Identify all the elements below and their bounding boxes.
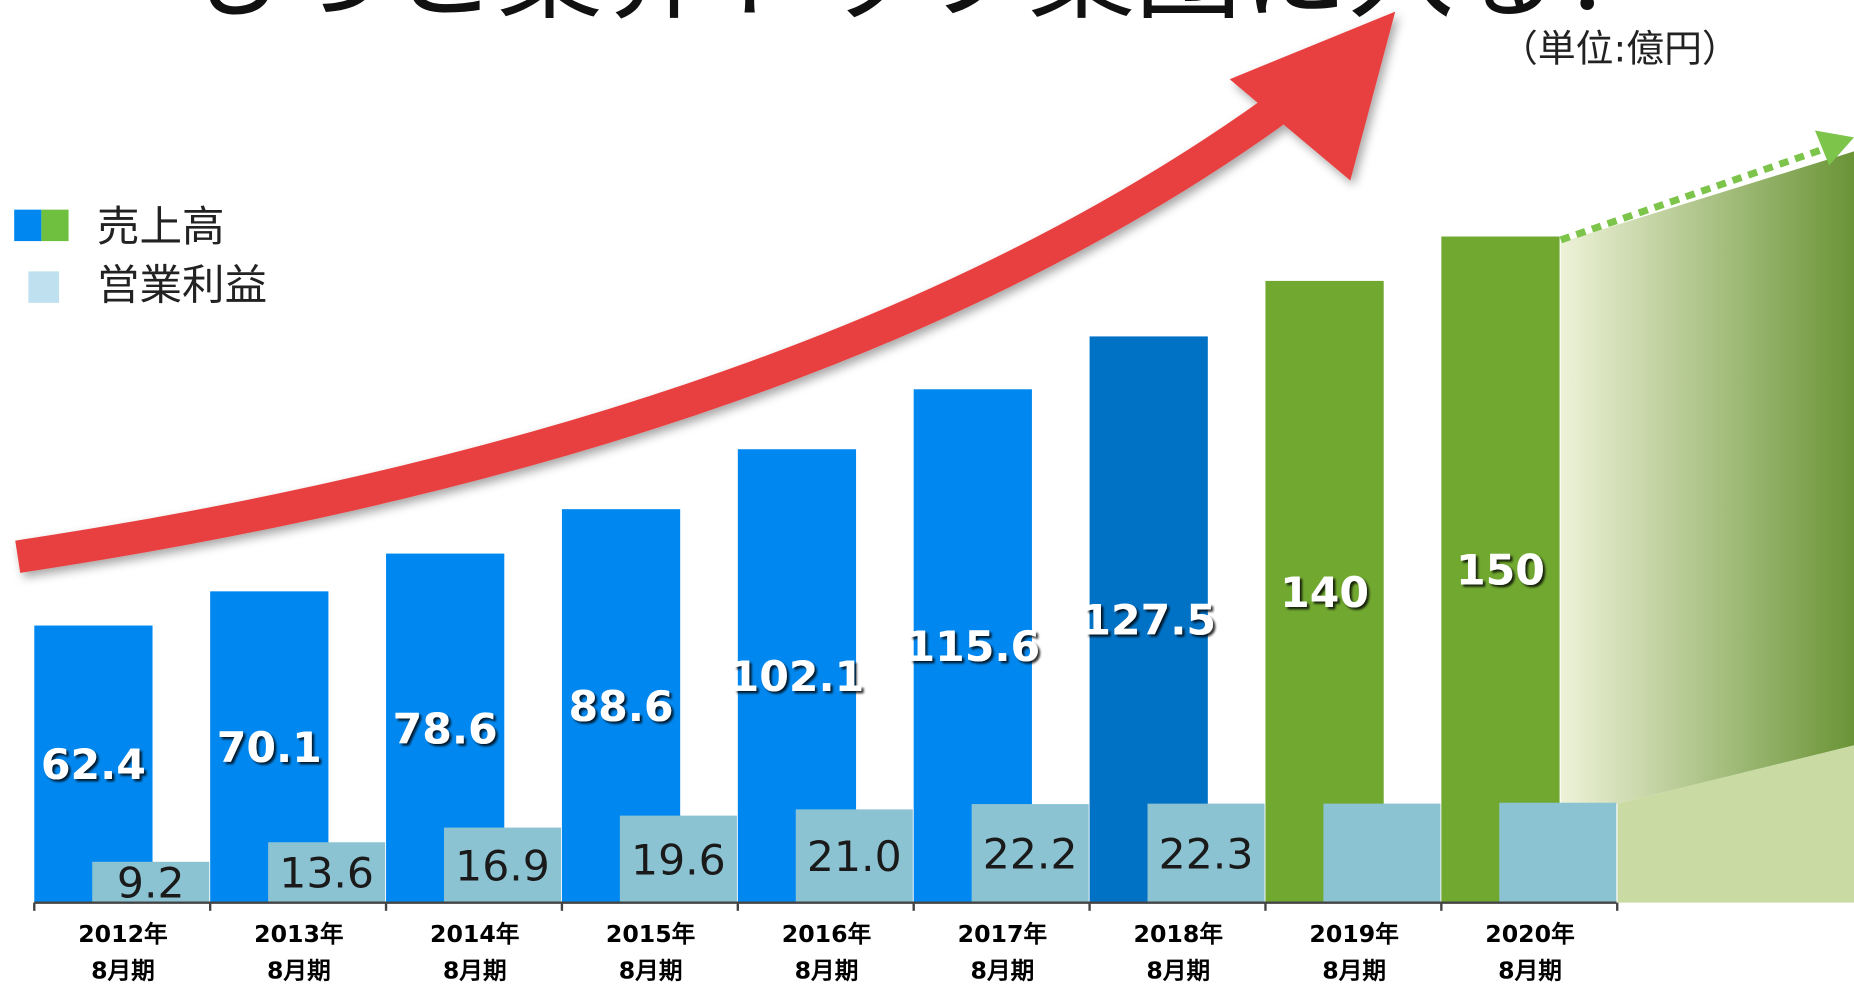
data-label: 22.3 bbox=[1159, 830, 1254, 879]
data-label: 150 bbox=[1456, 546, 1545, 595]
x-tick-label: 2012年 bbox=[78, 920, 167, 948]
data-label: 9.2 bbox=[117, 859, 185, 908]
bar bbox=[1323, 804, 1440, 903]
x-tick-label: 8月期 bbox=[970, 957, 1034, 985]
data-label: 16.9 bbox=[455, 842, 550, 891]
legend-label: 売上高 bbox=[97, 202, 225, 251]
data-label: 115.6 bbox=[906, 622, 1041, 671]
data-label: 13.6 bbox=[279, 849, 374, 898]
growth-area bbox=[1561, 151, 1854, 803]
data-label: 88.6 bbox=[569, 682, 674, 731]
data-label: 70.1 bbox=[217, 723, 322, 772]
x-tick-label: 2015年 bbox=[606, 920, 695, 948]
legend-swatch bbox=[14, 210, 41, 241]
legend-label: 営業利益 bbox=[97, 261, 267, 310]
x-tick-label: 8月期 bbox=[1322, 957, 1386, 985]
data-label: 21.0 bbox=[807, 832, 902, 881]
data-label: 78.6 bbox=[393, 705, 498, 754]
data-label: 102.1 bbox=[730, 652, 865, 701]
x-tick-label: 2017年 bbox=[958, 920, 1047, 948]
headline: もっと業界トップ集団に入る！ bbox=[177, 0, 1667, 34]
unit-note: （単位:億円） bbox=[1500, 27, 1740, 71]
x-tick-label: 8月期 bbox=[91, 957, 155, 985]
arrow-head bbox=[1230, 12, 1396, 181]
x-tick-label: 8月期 bbox=[619, 957, 683, 985]
page: {"chart_data": { "type": "bar", "title":… bbox=[0, 0, 1854, 997]
data-label: 62.4 bbox=[41, 741, 146, 790]
chart: もっと業界トップ集団に入る！ （単位:億円） 9.2 13.6 16.9 19.6 21… bbox=[0, 0, 1854, 997]
data-label: 127.5 bbox=[1081, 596, 1216, 645]
x-tick-label: 8月期 bbox=[267, 957, 331, 985]
x-tick-label: 8月期 bbox=[795, 957, 859, 985]
x-tick-label: 2019年 bbox=[1309, 920, 1398, 948]
legend-swatch bbox=[28, 271, 59, 302]
x-tick-label: 2018年 bbox=[1134, 920, 1223, 948]
x-tick-label: 8月期 bbox=[1146, 957, 1210, 985]
legend-swatch bbox=[41, 210, 68, 241]
x-tick-label: 8月期 bbox=[1498, 957, 1562, 985]
bar bbox=[1499, 803, 1616, 903]
x-tick-label: 2013年 bbox=[254, 920, 343, 948]
data-label: 19.6 bbox=[631, 836, 726, 885]
x-tick-label: 8月期 bbox=[443, 957, 507, 985]
x-tick-label: 2020年 bbox=[1485, 920, 1574, 948]
x-tick-label: 2014年 bbox=[430, 920, 519, 948]
data-label: 22.2 bbox=[983, 830, 1078, 879]
data-label: 140 bbox=[1280, 568, 1369, 617]
x-tick-label: 2016年 bbox=[782, 920, 871, 948]
